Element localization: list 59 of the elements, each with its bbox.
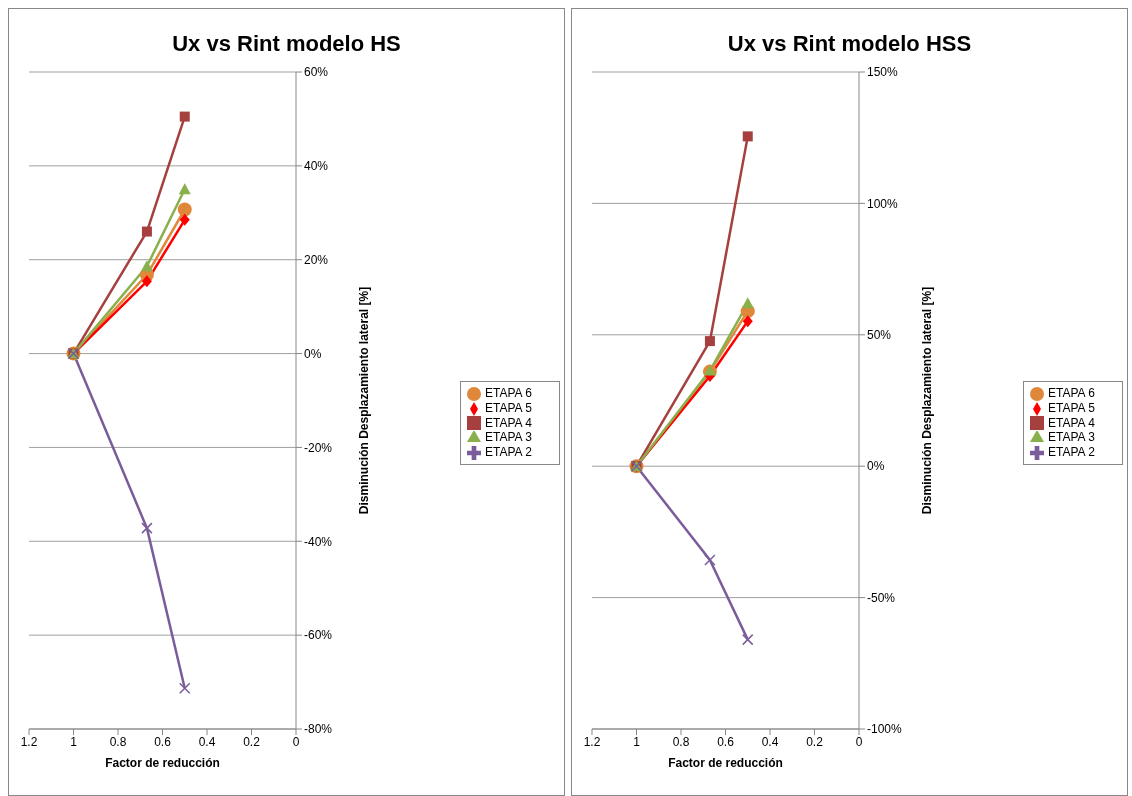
- y-tick-label: -80%: [304, 722, 333, 737]
- legend-label: ETAPA 6: [485, 385, 532, 400]
- point: [704, 554, 716, 566]
- legend-label: ETAPA 6: [1048, 385, 1095, 400]
- legend-label: ETAPA 2: [1048, 445, 1095, 460]
- y-tick-label: -50%: [867, 590, 896, 605]
- point: [179, 682, 191, 694]
- x-tick-label: 0.6: [154, 734, 172, 749]
- x-tick-label: 0.2: [243, 734, 261, 749]
- x-tick-label: 1: [70, 734, 78, 749]
- point: [179, 111, 190, 122]
- point: [140, 260, 153, 272]
- point: [742, 315, 753, 328]
- legend-label: ETAPA 3: [1048, 430, 1095, 445]
- point: [704, 336, 715, 347]
- y-tick-label: -100%: [867, 722, 903, 737]
- y-axis-title: Disminución Desplazamiento lateral [%]: [920, 286, 935, 515]
- x-tick-label: 0.8: [109, 734, 127, 749]
- y-tick-label: 50%: [867, 328, 892, 343]
- legend-label: ETAPA 5: [485, 400, 532, 415]
- point: [742, 633, 754, 646]
- y-tick-label: -40%: [304, 534, 333, 549]
- chart-title: Ux vs Rint modelo HS: [171, 31, 402, 58]
- y-tick-label: 0%: [867, 459, 885, 474]
- legend-label: ETAPA 3: [485, 430, 532, 445]
- x-tick-label: 0.6: [717, 734, 735, 749]
- y-tick-label: 100%: [867, 196, 899, 211]
- point: [141, 275, 152, 288]
- legend-label: ETAPA 4: [485, 415, 532, 430]
- chart-title: Ux vs Rint modelo HSS: [726, 31, 973, 58]
- point: [742, 131, 753, 142]
- legend-label: ETAPA 5: [1048, 400, 1095, 415]
- x-tick-label: 0: [855, 734, 863, 749]
- y-axis-title: Disminución Desplazamiento lateral [%]: [357, 286, 372, 515]
- y-tick-label: -20%: [304, 440, 333, 455]
- y-tick-label: 60%: [304, 65, 329, 80]
- x-tick-label: 0.8: [672, 734, 690, 749]
- x-tick-label: 0.2: [806, 734, 824, 749]
- legend-label: ETAPA 2: [485, 445, 532, 460]
- x-tick-label: 0: [292, 734, 300, 749]
- x-axis-title: Factor de reducción: [668, 756, 783, 770]
- y-tick-label: -60%: [304, 628, 333, 643]
- legend-label: ETAPA 4: [1048, 415, 1095, 430]
- y-tick-label: 0%: [304, 346, 322, 361]
- x-tick-label: 0.4: [198, 734, 216, 749]
- point: [178, 183, 191, 195]
- x-tick-label: 0.4: [761, 734, 779, 749]
- point: [179, 213, 190, 226]
- point: [177, 202, 192, 217]
- point: [141, 226, 152, 237]
- x-tick-label: 1.2: [20, 734, 38, 749]
- y-tick-label: 150%: [867, 65, 899, 80]
- point: [741, 297, 754, 309]
- x-axis-title: Factor de reducción: [105, 756, 220, 770]
- y-tick-label: 40%: [304, 159, 329, 174]
- y-tick-label: 20%: [304, 252, 329, 267]
- x-tick-label: 1: [633, 734, 641, 749]
- point: [141, 522, 153, 534]
- x-tick-label: 1.2: [583, 734, 601, 749]
